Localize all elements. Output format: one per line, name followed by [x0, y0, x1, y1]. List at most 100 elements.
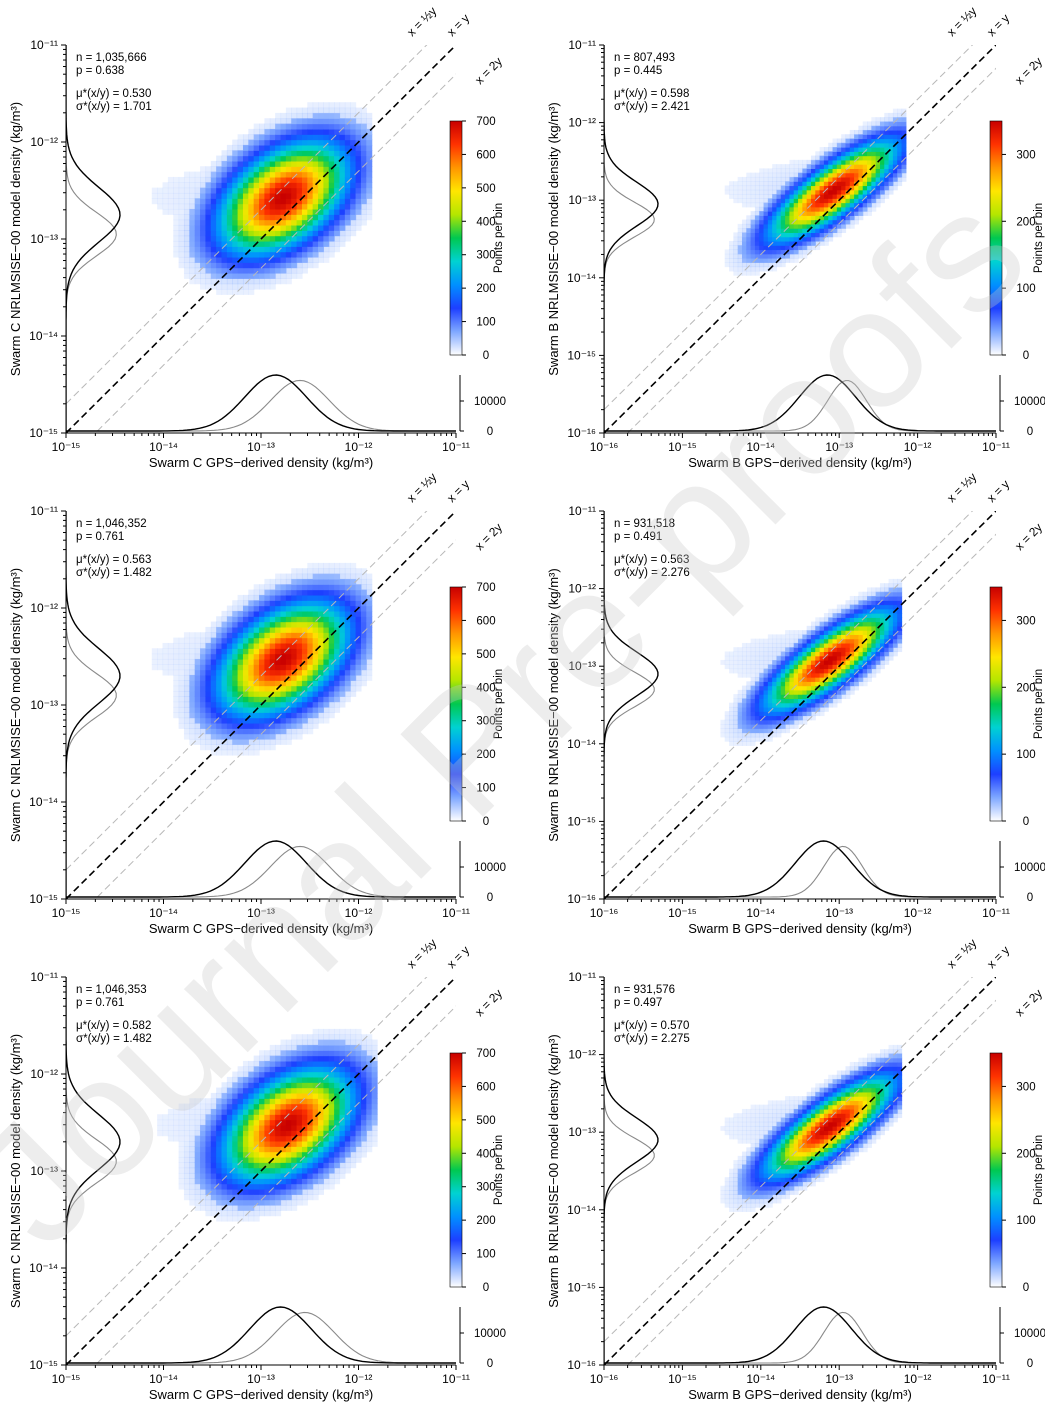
heatmap-bin	[344, 198, 351, 205]
heatmap-bin	[323, 112, 330, 119]
heatmap-bin	[226, 1124, 233, 1131]
ratio-line-double	[626, 67, 996, 433]
heatmap-bin	[350, 600, 357, 607]
heatmap-bin	[291, 1156, 298, 1163]
heatmap-bin	[194, 224, 201, 231]
heatmap-bin	[793, 715, 799, 721]
heatmap-bin	[323, 107, 330, 114]
heatmap-bin	[200, 1135, 207, 1142]
heatmap-bin	[237, 1103, 244, 1110]
y-tick-label: 10⁻¹⁵	[567, 814, 596, 828]
heatmap-bin	[226, 1140, 233, 1147]
heatmap-bin	[867, 164, 872, 169]
stat-sigma: σ*(x/y) = 1.701	[76, 101, 152, 113]
heatmap-bin	[205, 1210, 212, 1217]
heatmap-bin	[772, 206, 778, 212]
heatmap-bin	[344, 685, 351, 692]
heatmap-bin	[237, 626, 244, 633]
heatmap-bin	[828, 608, 834, 614]
heatmap-bin	[328, 171, 335, 178]
heatmap-bin	[275, 733, 282, 740]
heatmap-bin	[733, 659, 739, 665]
heatmap-bin	[216, 685, 223, 692]
heatmap-bin	[157, 648, 164, 655]
heatmap-bin	[194, 267, 201, 274]
heatmap-bin	[275, 214, 282, 221]
heatmap-bin	[763, 253, 769, 259]
heatmap-bin	[248, 198, 255, 205]
heatmap-bin	[776, 198, 782, 204]
heatmap-bin	[328, 176, 335, 183]
heatmap-bin	[269, 235, 276, 242]
heatmap-bin	[312, 626, 319, 633]
heatmap-bin	[312, 134, 319, 141]
heatmap-bin	[819, 685, 825, 691]
heatmap-bin	[253, 610, 260, 617]
heatmap-bin	[216, 621, 223, 628]
heatmap-bin	[210, 267, 217, 274]
heatmap-bin	[733, 245, 739, 251]
heatmap-bin	[366, 208, 373, 215]
heatmap-bin	[285, 1076, 292, 1083]
heatmap-bin	[200, 701, 207, 708]
heatmap-bin	[328, 648, 335, 655]
heatmap-bin	[318, 171, 324, 178]
heatmap-bin	[350, 214, 357, 221]
heatmap-bin	[815, 159, 821, 165]
heatmap-bin	[189, 701, 196, 708]
heatmap-bin	[259, 605, 266, 612]
heatmap-bin	[767, 245, 773, 251]
heatmap-bin	[248, 1135, 255, 1142]
heatmap-bin	[344, 696, 351, 703]
heatmap-bin	[189, 1119, 196, 1126]
heatmap-bin	[259, 594, 266, 601]
heatmap-bin	[253, 166, 260, 173]
heatmap-bin	[291, 706, 298, 713]
heatmap-bin	[823, 236, 829, 242]
heatmap-bin	[285, 160, 292, 167]
heatmap-bin	[819, 634, 825, 640]
heatmap-bin	[296, 1194, 303, 1201]
heatmap-bin	[344, 235, 351, 242]
heatmap-bin	[296, 240, 303, 247]
heatmap-bin	[237, 728, 244, 735]
heatmap-bin	[183, 198, 190, 205]
heatmap-bin	[232, 706, 239, 713]
heatmap-bin	[845, 172, 851, 178]
heatmap-bin	[232, 288, 239, 295]
heatmap-bin	[339, 123, 346, 130]
heatmap-bin	[888, 617, 894, 623]
heatmap-bin	[729, 651, 734, 657]
heatmap-bin	[815, 211, 821, 216]
colorbar	[449, 120, 463, 356]
heatmap-bin	[205, 198, 212, 205]
heatmap-bin	[291, 584, 298, 591]
heatmap-bin	[226, 160, 233, 167]
heatmap-bin	[205, 658, 212, 665]
heatmap-bin	[785, 228, 791, 234]
heatmap-bin	[296, 621, 303, 628]
heatmap-bin	[264, 187, 271, 194]
heatmap-bin	[200, 1199, 207, 1206]
heatmap-bin	[350, 176, 357, 183]
heatmap-bin	[836, 642, 842, 648]
heatmap-bin	[253, 150, 260, 157]
heatmap-bin	[194, 230, 201, 237]
heatmap-bin	[280, 733, 287, 740]
heatmap-bin	[200, 214, 207, 221]
heatmap-bin	[264, 632, 271, 639]
heatmap-bin	[897, 625, 903, 631]
heatmap-bin	[301, 722, 308, 729]
heatmap-bin	[733, 258, 739, 263]
heatmap-bin	[897, 138, 903, 144]
heatmap-bin	[157, 1130, 164, 1137]
heatmap-bin	[307, 632, 314, 639]
heatmap-bin	[772, 672, 778, 678]
heatmap-bin	[334, 155, 341, 162]
heatmap-bin	[823, 689, 829, 695]
heatmap-bin	[836, 685, 842, 691]
heatmap-bin	[344, 107, 351, 114]
heatmap-bin	[334, 616, 341, 623]
heatmap-bin	[264, 610, 271, 617]
heatmap-bin	[226, 144, 233, 151]
